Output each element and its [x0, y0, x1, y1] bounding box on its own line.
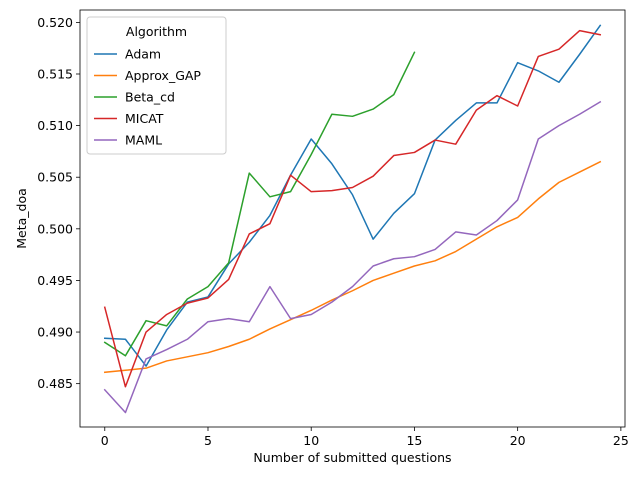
x-tick-label: 0 [101, 433, 109, 448]
y-tick-label: 0.505 [37, 170, 73, 185]
y-tick-label: 0.500 [37, 221, 73, 236]
x-axis-label: Number of submitted questions [253, 450, 451, 465]
x-tick-label: 15 [406, 433, 422, 448]
legend-label-maml: MAML [125, 133, 162, 148]
series-line-approx-gap [103, 160, 602, 374]
y-axis-label: Meta_doa [14, 188, 29, 249]
y-axis: 0.485 0.490 0.495 0.500 0.505 0.510 0.515 0.520 [37, 15, 80, 391]
x-tick-label: 10 [303, 433, 319, 448]
y-tick-label: 0.520 [37, 15, 73, 30]
series-line-maml [103, 100, 602, 414]
legend-label-beta-cd: Beta_cd [125, 90, 175, 105]
plot-area [103, 24, 602, 414]
x-tick-label: 5 [204, 433, 212, 448]
x-axis: 0 5 10 15 20 25 [101, 427, 629, 448]
y-tick-label: 0.495 [37, 273, 73, 288]
series-line-adam [103, 24, 602, 367]
series-line-micat [103, 29, 602, 388]
y-tick-label: 0.510 [37, 118, 73, 133]
legend-box [86, 16, 227, 155]
y-tick-label: 0.490 [37, 325, 73, 340]
y-tick-label: 0.515 [37, 66, 73, 81]
x-tick-label: 25 [613, 433, 629, 448]
legend-label-approx-gap: Approx_GAP [125, 68, 201, 83]
plot-frame [79, 9, 626, 428]
y-tick-label: 0.485 [37, 376, 73, 391]
legend-title: Algorithm [126, 24, 187, 39]
legend-label-micat: MICAT [125, 111, 164, 126]
legend-items: Adam Approx_GAP Beta_cd MICAT MAML [94, 47, 201, 148]
x-tick-label: 20 [510, 433, 526, 448]
legend-label-adam: Adam [125, 47, 161, 62]
legend: Algorithm Adam Approx_GAP Beta_cd MICAT MAML [86, 16, 227, 155]
